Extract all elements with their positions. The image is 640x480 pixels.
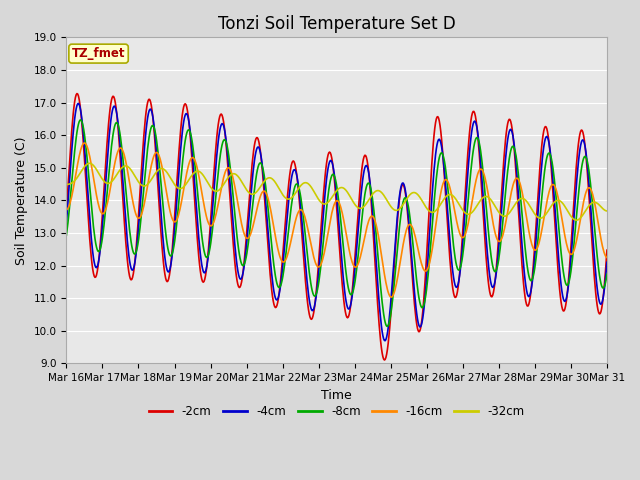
-4cm bbox=[63, 220, 70, 226]
Text: TZ_fmet: TZ_fmet bbox=[72, 47, 125, 60]
-2cm bbox=[73, 91, 81, 96]
-16cm bbox=[212, 211, 220, 217]
Y-axis label: Soil Temperature (C): Soil Temperature (C) bbox=[15, 136, 28, 264]
-8cm bbox=[63, 232, 70, 238]
-2cm bbox=[72, 92, 80, 97]
-2cm bbox=[603, 247, 611, 253]
Legend: -2cm, -4cm, -8cm, -16cm, -32cm: -2cm, -4cm, -8cm, -16cm, -32cm bbox=[144, 400, 529, 423]
-16cm bbox=[63, 207, 70, 213]
-16cm bbox=[129, 197, 136, 203]
-32cm bbox=[184, 179, 191, 185]
-8cm bbox=[603, 271, 611, 277]
Line: -16cm: -16cm bbox=[67, 143, 607, 297]
-32cm bbox=[63, 181, 70, 187]
-2cm bbox=[381, 357, 388, 363]
-16cm bbox=[184, 167, 191, 173]
-32cm bbox=[129, 169, 136, 175]
-4cm bbox=[75, 101, 83, 107]
-4cm bbox=[184, 112, 191, 118]
-2cm bbox=[404, 212, 412, 217]
-8cm bbox=[404, 201, 412, 206]
-16cm bbox=[72, 169, 80, 175]
-4cm bbox=[72, 106, 80, 111]
-8cm bbox=[77, 117, 84, 123]
-16cm bbox=[81, 140, 88, 146]
-8cm bbox=[212, 192, 220, 197]
-4cm bbox=[212, 161, 220, 167]
Line: -32cm: -32cm bbox=[67, 163, 607, 220]
-32cm bbox=[572, 217, 580, 223]
-8cm bbox=[129, 247, 136, 252]
-2cm bbox=[184, 108, 191, 114]
-4cm bbox=[129, 267, 136, 273]
-2cm bbox=[212, 143, 220, 148]
-4cm bbox=[420, 310, 428, 315]
-32cm bbox=[419, 199, 427, 205]
-2cm bbox=[129, 275, 136, 280]
-2cm bbox=[420, 300, 428, 306]
-4cm bbox=[381, 338, 389, 344]
-8cm bbox=[420, 303, 428, 309]
-16cm bbox=[387, 294, 395, 300]
-16cm bbox=[603, 254, 611, 260]
-8cm bbox=[72, 135, 80, 141]
-4cm bbox=[404, 207, 412, 213]
-32cm bbox=[603, 208, 611, 214]
Line: -4cm: -4cm bbox=[67, 104, 607, 341]
X-axis label: Time: Time bbox=[321, 389, 352, 402]
-16cm bbox=[420, 266, 428, 272]
-32cm bbox=[212, 188, 220, 194]
-32cm bbox=[86, 160, 93, 166]
-8cm bbox=[184, 128, 191, 134]
-16cm bbox=[404, 224, 412, 229]
Line: -2cm: -2cm bbox=[67, 94, 607, 360]
-32cm bbox=[403, 196, 411, 202]
Line: -8cm: -8cm bbox=[67, 120, 607, 326]
-8cm bbox=[383, 324, 391, 329]
-2cm bbox=[63, 208, 70, 214]
-32cm bbox=[72, 176, 80, 182]
Title: Tonzi Soil Temperature Set D: Tonzi Soil Temperature Set D bbox=[218, 15, 456, 33]
-4cm bbox=[603, 259, 611, 265]
